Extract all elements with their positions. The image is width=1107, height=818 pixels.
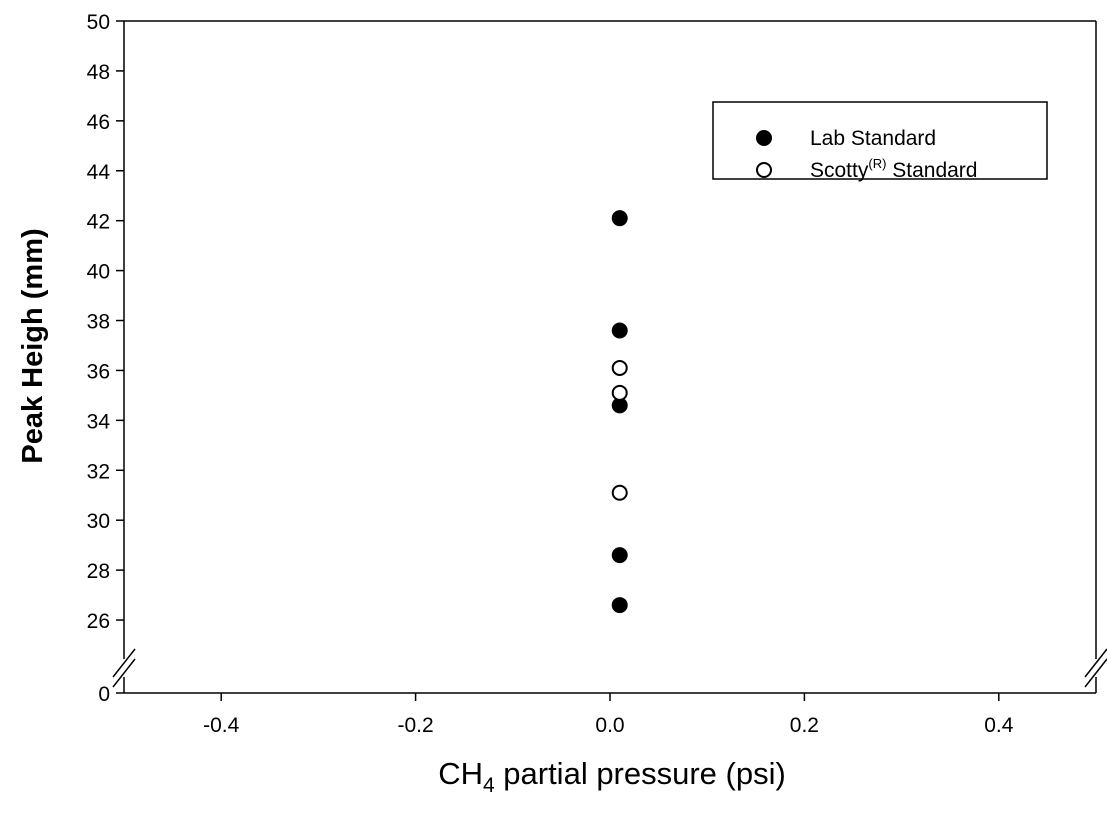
x-axis: -0.4 -0.2 0.0 0.2 0.4 (203, 693, 1014, 737)
axis-break-mark-left-1 (112, 648, 136, 678)
y-tick-label: 26 (87, 610, 110, 633)
y-tick-label: 42 (87, 211, 110, 234)
point-lab-standard (611, 397, 628, 414)
data-points (611, 210, 628, 614)
x-axis-title-main: CH (438, 756, 483, 791)
y-axis-title: Peak Heigh (mm) (17, 228, 49, 463)
x-axis-title-rest: partial pressure (psi) (495, 756, 786, 791)
point-lab-standard (611, 597, 628, 614)
legend-label-scotty-main: Scotty (810, 159, 869, 182)
x-tick-label: 0.2 (790, 714, 819, 737)
axis-break-mark-right-1 (1084, 648, 1107, 678)
point-lab-standard (611, 210, 628, 227)
legend: Lab Standard Scotty(R) Standard (712, 101, 1048, 182)
y-tick-label: 36 (87, 360, 110, 383)
point-scotty-standard (611, 359, 628, 376)
axis-break-marks (112, 648, 1107, 688)
legend-label-scotty-superscript: (R) (868, 156, 886, 171)
y-tick-label: 34 (87, 410, 111, 433)
x-tick-label: -0.4 (203, 714, 240, 737)
x-tick-label: 0.0 (595, 714, 624, 737)
y-tick-label: 46 (87, 111, 110, 134)
legend-label-scotty-rest: Standard (886, 159, 977, 182)
x-tick-label: 0.4 (984, 714, 1014, 737)
y-tick-label: 38 (87, 311, 110, 334)
point-scotty-standard (611, 484, 628, 501)
axis-break-mark-right-2 (1084, 658, 1107, 688)
y-tick-label: 28 (87, 560, 110, 583)
y-tick-label: 44 (87, 161, 111, 184)
axis-break-mark-left-2 (112, 658, 136, 688)
y-tick-label: 0 (98, 683, 110, 706)
y-tick-label: 48 (87, 61, 110, 84)
x-axis-title-subscript: 4 (483, 774, 495, 797)
legend-label-lab-standard: Lab Standard (810, 127, 936, 150)
point-scotty-standard (611, 384, 628, 401)
plot-frame (123, 20, 1097, 694)
point-lab-standard (611, 547, 628, 564)
legend-label-scotty-standard: Scotty(R) Standard (810, 156, 977, 182)
legend-marker-scotty-standard (756, 162, 772, 178)
legend-marker-lab-standard (756, 130, 772, 146)
y-axis: 26 28 30 32 34 36 38 40 42 44 46 48 50 0 (87, 11, 124, 706)
x-tick-label: -0.2 (398, 714, 434, 737)
y-tick-label: 40 (87, 261, 110, 284)
x-axis-title: CH4 partial pressure (psi) (438, 756, 786, 797)
y-tick-label: 50 (87, 11, 110, 34)
y-tick-label: 32 (87, 460, 110, 483)
y-tick-label: 30 (87, 510, 110, 533)
point-lab-standard (611, 322, 628, 339)
